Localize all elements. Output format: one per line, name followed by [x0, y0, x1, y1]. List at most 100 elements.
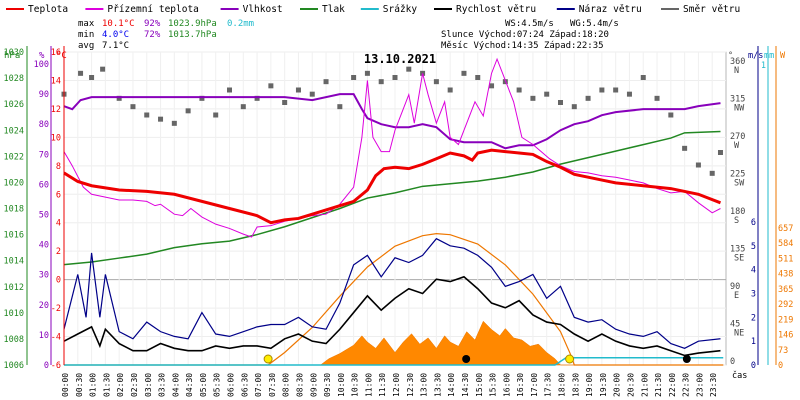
wind-direction-point	[695, 162, 701, 168]
stat-sun: Slunce Východ:07:24 Západ:18:20	[441, 30, 609, 40]
x-tick-label: 06:30	[240, 373, 249, 397]
pct-tick-label: 90	[39, 90, 49, 100]
humidity-line	[63, 93, 721, 150]
legend-label: Teplota	[28, 4, 68, 15]
x-tick-label: 11:00	[364, 373, 373, 397]
stat-wg: WG:5.4m/s	[570, 19, 619, 29]
x-tick-label: 00:00	[61, 373, 70, 397]
x-tick-label: 20:00	[613, 373, 622, 397]
stat-min-press: 1013.7hPa	[168, 30, 217, 40]
w-tick-label: 438	[778, 270, 793, 280]
x-tick-label: 17:30	[544, 373, 553, 397]
x-axis-title: čas	[732, 370, 747, 381]
pressure-line	[63, 130, 721, 266]
direction-tick-cardinal: NW	[734, 104, 745, 114]
w-tick-label: 365	[778, 285, 793, 295]
x-tick-label: 22:00	[668, 373, 677, 397]
x-tick-label: 01:00	[89, 373, 98, 397]
pct-tick-label: 10	[39, 331, 49, 341]
c-tick-label: -6	[51, 361, 61, 371]
x-tick-label: 16:00	[502, 373, 511, 397]
hpa-tick-label: 1024	[4, 126, 24, 136]
x-tick-label: 12:00	[392, 373, 401, 397]
axis-hpa-title: hPa	[4, 51, 20, 61]
wind-direction-point	[378, 79, 384, 85]
x-tick-label: 10:00	[337, 373, 346, 397]
wind-direction-point	[323, 79, 329, 85]
sunrise-marker	[263, 354, 273, 364]
moonset-marker	[682, 355, 691, 363]
axis-pct-title: %	[39, 51, 45, 61]
stat-min-label: min	[78, 30, 94, 40]
pct-tick-label: 100	[34, 60, 49, 70]
direction-tick-label: 180	[730, 207, 745, 217]
solar-actual-area	[64, 320, 724, 366]
direction-tick-cardinal: W	[734, 141, 740, 151]
wind-direction-point	[158, 116, 164, 122]
wind-direction-point	[433, 79, 439, 85]
x-tick-label: 02:00	[116, 373, 125, 397]
legend-label: Vlhkost	[243, 4, 283, 15]
wind-direction-point	[268, 83, 274, 89]
w-tick-label: 511	[778, 254, 793, 264]
x-tick-label: 07:00	[254, 373, 263, 397]
wind-direction-point	[240, 104, 246, 110]
x-tick-label: 12:30	[406, 373, 415, 397]
stat-max-rain: 0.2mm	[227, 19, 254, 29]
x-tick-label: 05:00	[199, 373, 208, 397]
stat-max-press: 1023.9hPa	[168, 19, 217, 29]
wind-direction-point	[571, 104, 577, 110]
axis-w-title: W	[780, 51, 786, 61]
x-tick-label: 04:00	[171, 373, 180, 397]
direction-tick-cardinal: N	[734, 66, 739, 76]
pct-tick-label: 70	[39, 150, 49, 160]
wind-direction-point	[254, 95, 260, 101]
pct-tick-label: 20	[39, 301, 49, 311]
direction-tick-label: 90	[730, 282, 740, 292]
hpa-tick-label: 1026	[4, 100, 24, 110]
hpa-tick-label: 1022	[4, 152, 24, 162]
x-tick-label: 13:30	[433, 373, 442, 397]
wind-direction-point	[717, 150, 723, 155]
wind-direction-point	[599, 87, 605, 93]
chart-title: 13.10.2021	[364, 52, 436, 66]
stat-max-label: max	[78, 19, 95, 29]
stat-moon: Měsíc Východ:14:35 Západ:22:35	[441, 41, 604, 51]
hpa-tick-label: 1008	[4, 335, 24, 345]
wind-direction-point	[89, 75, 95, 80]
axis-deg-title: °	[728, 51, 733, 61]
sunset-marker	[565, 354, 575, 364]
x-tick-label: 02:30	[130, 373, 139, 397]
axis-ms-title: m/s	[748, 51, 763, 61]
stat-min-hum: 72%	[144, 30, 161, 40]
legend-label: Náraz větru	[579, 4, 642, 15]
legend-label: Rychlost větru	[456, 4, 536, 15]
moonrise-marker	[462, 355, 471, 363]
wind-direction-point	[489, 83, 495, 89]
stat-ws: WS:4.5m/s	[505, 19, 554, 29]
c-tick-label: 14	[51, 76, 61, 86]
c-tick-label: 12	[51, 105, 61, 115]
direction-tick-cardinal: E	[734, 291, 739, 301]
x-tick-label: 22:30	[682, 373, 691, 397]
w-tick-label: 219	[778, 315, 793, 325]
wind-direction-point	[406, 66, 412, 72]
wind-direction-point	[392, 75, 398, 80]
ground-temperature-line	[63, 57, 721, 238]
x-tick-label: 08:00	[282, 373, 291, 397]
x-tick-label: 13:00	[420, 373, 429, 397]
x-tick-label: 04:30	[185, 373, 194, 397]
legend-label: Tlak	[322, 4, 345, 15]
c-tick-label: -2	[51, 304, 61, 314]
hpa-tick-label: 1012	[4, 283, 24, 293]
x-tick-label: 18:30	[571, 373, 580, 397]
direction-tick-label: 135	[730, 245, 745, 255]
wind-direction-point	[447, 87, 453, 93]
stat-min-temp: 4.0°C	[102, 30, 129, 40]
wind-direction-point	[199, 95, 205, 101]
hpa-tick-label: 1028	[4, 74, 24, 84]
pct-tick-label: 50	[39, 211, 49, 221]
w-tick-label: 73	[778, 346, 788, 356]
x-tick-label: 21:00	[640, 373, 649, 397]
pct-tick-label: 30	[39, 271, 49, 281]
